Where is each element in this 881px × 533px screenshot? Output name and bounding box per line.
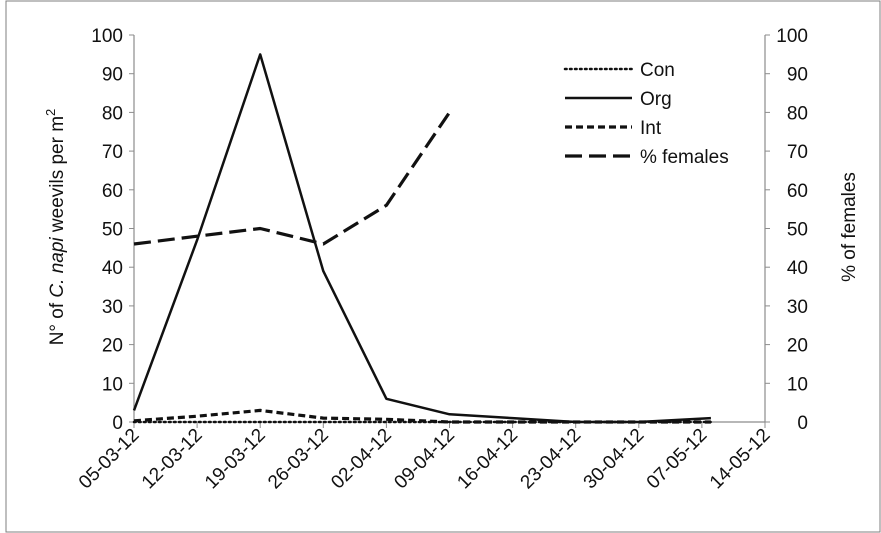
y2-axis-title: % of females <box>839 172 860 282</box>
y-tick-label-right: 20 <box>787 336 808 357</box>
y-axis-title-prefix: N° of <box>47 298 68 346</box>
legend-label: Int <box>640 118 662 139</box>
legend-label: % females <box>640 147 729 168</box>
y-axis-title-superscript: 2 <box>43 109 58 116</box>
y-tick-label-right: 100 <box>776 26 808 47</box>
y-tick-label-left: 80 <box>102 103 123 124</box>
y-tick-label-right: 90 <box>787 65 808 86</box>
y-tick-label-left: 70 <box>102 142 123 163</box>
y-axis-title: N° of C. napi weevils per m2 <box>43 109 68 346</box>
y-tick-label-right: 70 <box>787 142 808 163</box>
y-tick-label-right: 60 <box>787 181 808 202</box>
y-tick-label-left: 90 <box>102 65 123 86</box>
y-tick-label-left: 10 <box>102 374 123 395</box>
y-axis-title-suffix: weevils per m <box>47 116 68 237</box>
y-tick-label-left: 50 <box>102 220 123 241</box>
y-tick-label-right: 50 <box>787 220 808 241</box>
legend-label: Con <box>640 60 675 81</box>
series-line-longdash <box>133 111 451 246</box>
y-tick-label-left: 30 <box>102 297 123 318</box>
y-tick-label-right: 80 <box>787 103 808 124</box>
legend-label: Org <box>640 89 672 110</box>
series-lines <box>132 53 713 424</box>
y-tick-label-right: 0 <box>797 413 808 434</box>
y-tick-label-left: 20 <box>102 336 123 357</box>
y-tick-label-right: 40 <box>787 258 808 279</box>
y-tick-label-left: 40 <box>102 258 123 279</box>
legend: Con Org Int % females <box>563 60 729 168</box>
y-tick-label-left: 0 <box>112 413 123 434</box>
y-ticks-right: 0 10 20 30 40 50 60 70 80 90 100 <box>765 26 808 434</box>
chart-border <box>5 0 881 533</box>
y-tick-label-right: 10 <box>787 374 808 395</box>
y-ticks-left: 0 10 20 30 40 50 60 70 80 90 100 <box>91 26 134 434</box>
y-axis-title-italic: C. napi <box>47 237 68 298</box>
y-tick-label-right: 30 <box>787 297 808 318</box>
y-tick-label-left: 100 <box>91 26 123 47</box>
y-tick-label-left: 60 <box>102 181 123 202</box>
series-line-dashed <box>133 408 711 424</box>
